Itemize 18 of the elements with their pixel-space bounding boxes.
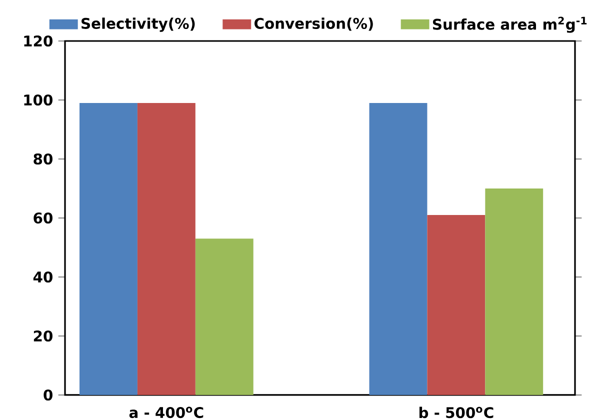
y-tick-label: 40: [33, 271, 52, 283]
legend-label: Conversion(%): [254, 18, 373, 31]
bar: [369, 102, 428, 395]
y-tick-label: 100: [24, 94, 52, 106]
bar: [137, 102, 196, 395]
y-tick-label: 20: [34, 330, 52, 342]
y-tick-label: 120: [24, 35, 52, 47]
legend-label: Surface area m$^{2}$g$^{-1}$: [432, 16, 587, 33]
y-tick-label: 0: [44, 389, 52, 401]
bar: [427, 215, 486, 395]
x-tick-label: a - 400$^{o}$C: [129, 406, 204, 418]
y-tick-label: 80: [34, 153, 52, 165]
bar: [80, 102, 138, 395]
x-tick-label: b - 500$^{o}$C: [419, 406, 494, 418]
legend-label: Selectivity(%): [82, 18, 195, 32]
bar: [195, 238, 254, 395]
bar: [485, 188, 544, 395]
y-tick-label: 60: [34, 212, 52, 224]
